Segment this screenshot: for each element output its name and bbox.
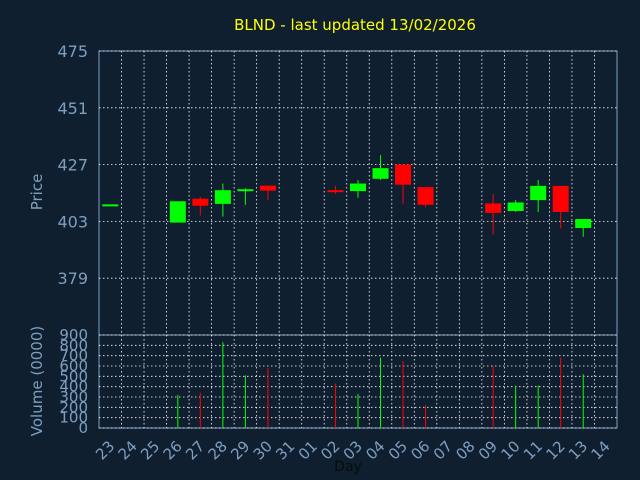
candle-body xyxy=(395,164,412,185)
volume-tick-label: 0 xyxy=(78,419,88,437)
candle-body xyxy=(485,203,502,213)
volume-tick-label: 500 xyxy=(59,367,88,385)
price-tick-label: 475 xyxy=(57,42,88,61)
x-axis-label: Day xyxy=(334,459,362,475)
volume-axis-label: Volume (0000) xyxy=(28,326,46,436)
volume-tick-label: 200 xyxy=(59,398,88,416)
candle-body xyxy=(237,189,254,192)
x-tick-labels: 2324252627282930310102030405060708091011… xyxy=(92,437,614,463)
chart-title: BLND - last updated 13/02/2026 xyxy=(234,16,476,34)
candle-body xyxy=(552,185,569,212)
candle-body xyxy=(575,219,592,229)
volume-tick-label: 600 xyxy=(59,357,88,375)
candle-body xyxy=(259,185,276,191)
candle-body xyxy=(507,202,524,211)
price-panel: 379 403 427 451 475 xyxy=(57,42,618,336)
volume-tick-label: 100 xyxy=(59,409,88,427)
volume-tick-label: 700 xyxy=(59,347,88,365)
candle-body xyxy=(372,168,389,179)
price-tick-label: 451 xyxy=(57,99,88,118)
candle-body xyxy=(102,204,119,207)
volume-tick-label: 400 xyxy=(59,378,88,396)
candle-body xyxy=(327,190,344,193)
volume-tick-label: 300 xyxy=(59,388,88,406)
price-tick-label: 403 xyxy=(57,212,88,231)
candle-body xyxy=(214,190,231,204)
candle-body xyxy=(192,198,209,206)
candle-body xyxy=(417,187,434,205)
candle-body xyxy=(350,183,366,192)
price-axis-label: Price xyxy=(28,174,46,211)
volume-tick-label: 800 xyxy=(59,336,88,354)
candle-body xyxy=(530,185,547,201)
price-tick-label: 427 xyxy=(57,156,88,175)
price-tick-label: 379 xyxy=(57,269,88,288)
volume-tick-label: 900 xyxy=(59,326,88,344)
candle-body xyxy=(169,201,186,223)
